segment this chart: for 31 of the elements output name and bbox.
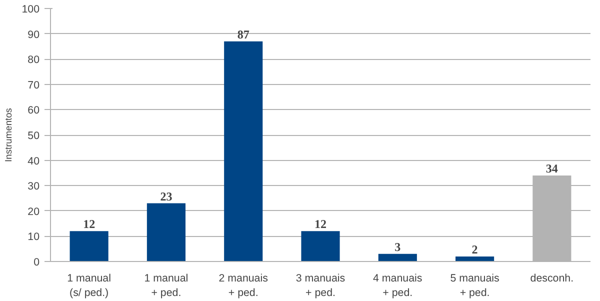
- y-tick-label: 30: [28, 180, 40, 193]
- data-label: 34: [546, 161, 558, 176]
- bar: [301, 231, 340, 262]
- y-axis-title: Instrumentos: [4, 108, 14, 162]
- data-label: 12: [314, 217, 326, 232]
- data-label: 23: [160, 189, 172, 204]
- y-tick-label: 70: [28, 79, 40, 92]
- y-tick-label: 80: [28, 54, 40, 66]
- y-tick-label: 10: [28, 231, 40, 244]
- y-tick-label: 90: [28, 28, 40, 41]
- y-tick-label: 100: [22, 4, 40, 16]
- x-tick-label: 2 manuais + ped.: [218, 272, 268, 299]
- y-tick-label: 40: [28, 155, 40, 168]
- y-tick-label: 50: [28, 130, 40, 142]
- x-tick-label: 1 manual + ped.: [144, 272, 188, 299]
- y-tick-label: 0: [34, 256, 40, 268]
- bar: [146, 203, 186, 262]
- data-label: 2: [472, 242, 478, 256]
- data-label: 87: [237, 27, 250, 42]
- x-tick-label: desconh.: [530, 272, 574, 284]
- y-tick-label: 60: [28, 104, 40, 117]
- x-tick-label: 3 manuais + ped.: [296, 272, 346, 299]
- data-label: 3: [394, 240, 401, 254]
- data-label: 12: [83, 217, 96, 232]
- x-tick-label: 1 manual (s/ ped.): [67, 272, 111, 299]
- x-tick-label: 5 manuais + ped.: [450, 272, 500, 299]
- y-tick-label: 20: [28, 206, 40, 218]
- x-tick-label: 4 manuais + ped.: [373, 272, 422, 299]
- bar: [70, 231, 108, 262]
- bar: [378, 254, 417, 262]
- bar: [224, 41, 263, 262]
